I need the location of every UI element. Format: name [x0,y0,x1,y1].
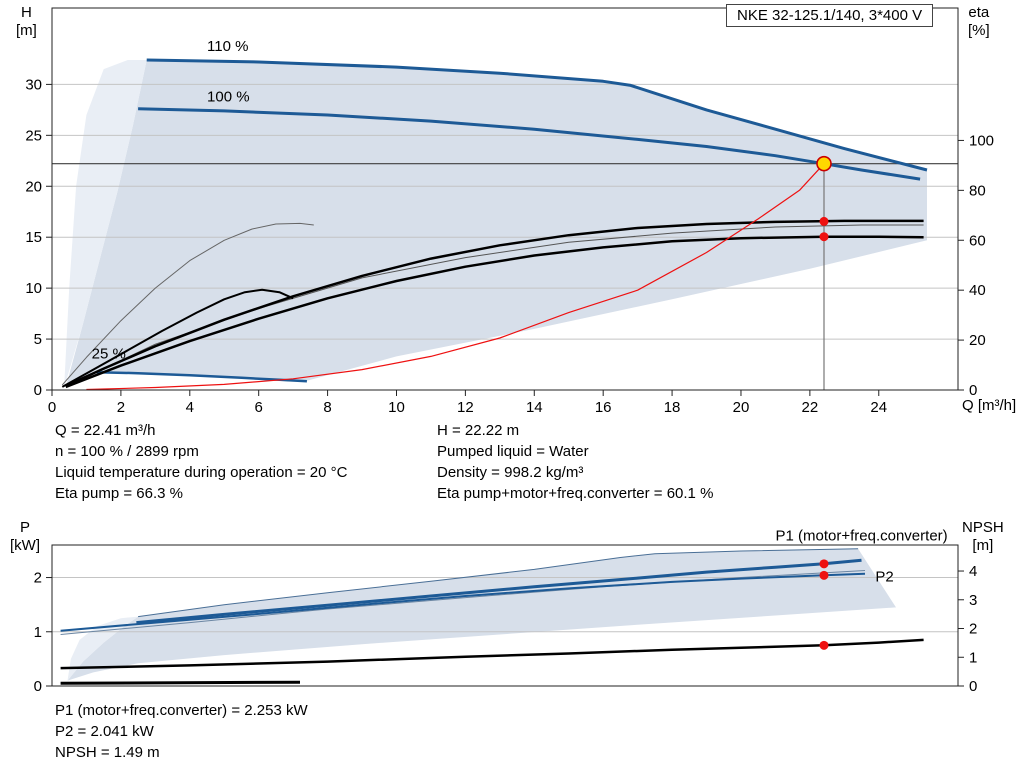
result-flow: Q = 22.41 m³/h [55,422,156,439]
result-npsh: NPSH = 1.49 m [55,744,160,761]
power-axis-name: P [19,519,30,536]
envelope-top-line [138,548,859,618]
npsh-axis-unit: [m] [972,537,994,554]
operating-envelope [65,60,928,387]
results-left-column: Q = 22.41 m³/h n = 100 % / 2899 rpm Liqu… [55,420,347,504]
x-tick-label: 24 [870,399,887,416]
x-tick-label: 2 [117,399,125,416]
p1-point [819,559,829,569]
result-eta-total: Eta pump+motor+freq.converter = 60.1 % [437,485,714,502]
p2-point [819,570,829,580]
y-tick-label: 25 [25,127,42,144]
x-tick-label: 6 [255,399,263,416]
x-tick-label: 22 [802,399,819,416]
low-flow-pale-region [64,60,147,388]
y2-tick-label: 100 [969,132,994,149]
x-tick-label: 0 [48,399,56,416]
low-speed-power-segment [60,680,301,685]
y2-tick-label: 0 [969,382,977,399]
head-axis-title: H [m] [16,4,37,40]
y2-tick-label: 60 [969,232,986,249]
power-chart-canvas: 0 1 2 0 1 2 3 4 P1 (motor+freq.converter) P2 [34,528,978,695]
results-bottom-column: P1 (motor+freq.converter) = 2.253 kW P2 … [55,700,308,763]
npsh-curve [60,638,924,670]
y2-tick-label: 80 [969,182,986,199]
eta-total-curve [65,235,924,389]
y2-tick-label: 40 [969,282,986,299]
x-tick-label: 8 [323,399,331,416]
results-right-column: H = 22.22 m Pumped liquid = Water Densit… [437,420,713,504]
plot-border [51,544,959,687]
y-tick-label: 5 [34,331,42,348]
head-chart-canvas: 0 2 4 6 8 10 12 14 16 18 20 22 240510152025300204060… [25,7,994,416]
x-tick-label: 18 [664,399,681,416]
x-tick-label: 14 [526,399,543,416]
plot-border [51,7,959,391]
result-eta-pump: Eta pump = 66.3 % [55,485,183,502]
label-110pct: 110 % [207,38,248,55]
y-tick-label: 15 [25,229,42,246]
label-100pct: 100 % [207,89,250,106]
result-head: H = 22.22 m [437,422,520,439]
eta-total-point [819,232,829,242]
thin-power-line [60,570,866,635]
eta-axis-title: eta [%] [968,4,990,40]
y2-tick-label: 20 [969,332,986,349]
y-tick-label: 20 [25,178,42,195]
x-tick-label: 12 [457,399,474,416]
y2-tick-label: 3 [969,592,977,609]
y2-tick-label: 4 [969,563,977,580]
control-curve-red [86,163,825,391]
y-tick-label: 0 [34,678,42,695]
npsh-axis-name: NPSH [962,519,1004,536]
y-tick-label: 0 [34,382,42,399]
speed-curve-110pct [146,58,928,172]
result-density: Density = 998.2 kg/m³ [437,464,584,481]
y-tick-label: 2 [34,570,42,587]
eta-axis-name: eta [968,4,990,21]
result-pumped-liquid: Pumped liquid = Water [437,443,589,460]
duty-point-marker[interactable] [816,155,832,172]
flow-axis-title: Q [m³/h] [962,397,1017,414]
power-pale-region [67,616,139,681]
head-axis-name: H [21,4,32,21]
power-axis-title: P [kW] [10,519,40,555]
eta-axis-unit: [%] [968,22,990,39]
label-p1: P1 (motor+freq.converter) [776,528,948,545]
speed-curve-100pct [138,107,921,181]
eta-curve-small-hump [61,288,294,388]
eta-curve-thin-tall [61,222,314,386]
label-p2: P2 [875,568,893,585]
npsh-point [819,640,829,650]
eta-pump-point [819,216,829,226]
npsh-axis-title: NPSH [m] [962,519,1004,555]
x-tick-label: 20 [733,399,750,416]
y-tick-label: 30 [25,76,42,93]
pump-type-box: NKE 32-125.1/140, 3*400 V [726,4,934,27]
x-tick-label: 10 [388,399,405,416]
result-p1: P1 (motor+freq.converter) = 2.253 kW [55,702,308,719]
x-tick-label: 16 [595,399,612,416]
x-tick-label: 4 [186,399,194,416]
power-axis-unit: [kW] [10,537,40,554]
label-25pct: 25 % [92,345,126,362]
result-liquid-temp: Liquid temperature during operation = 20… [55,464,348,481]
head-axis-unit: [m] [16,22,37,39]
y2-tick-label: 0 [969,678,977,695]
y2-tick-label: 2 [969,621,977,638]
p1-curve [136,558,862,625]
p2-curve [60,572,866,632]
eta-pump-curve [65,219,924,388]
y-tick-label: 1 [34,624,42,641]
y2-tick-label: 1 [969,649,977,666]
result-speed: n = 100 % / 2899 rpm [55,443,199,460]
pump-type-label: NKE 32-125.1/140, 3*400 V [737,7,923,24]
y-tick-label: 10 [25,280,42,297]
result-p2: P2 = 2.041 kW [55,723,154,740]
